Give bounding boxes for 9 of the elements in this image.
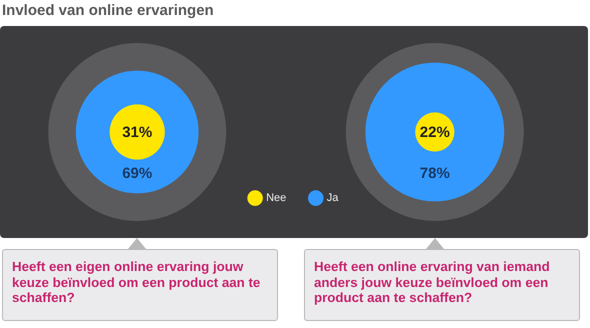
text: Invloed van online ervaringen bbox=[2, 2, 214, 19]
data-label: 78% bbox=[420, 165, 450, 182]
data-label: 69% bbox=[122, 165, 152, 182]
category-label: Heeft een online ervaring van iemand anders jouw keuze beïnvloed om een product aan te schaffen? bbox=[304, 249, 580, 321]
category-label: Heeft een eigen online ervaring jouw keuze beïnvloed om een product aan te schaffen? bbox=[2, 249, 278, 321]
legend-label: Nee bbox=[266, 192, 286, 204]
data-label: 31% bbox=[122, 124, 152, 142]
legend-label: Ja bbox=[326, 192, 340, 204]
data-label: 22% bbox=[420, 124, 450, 142]
